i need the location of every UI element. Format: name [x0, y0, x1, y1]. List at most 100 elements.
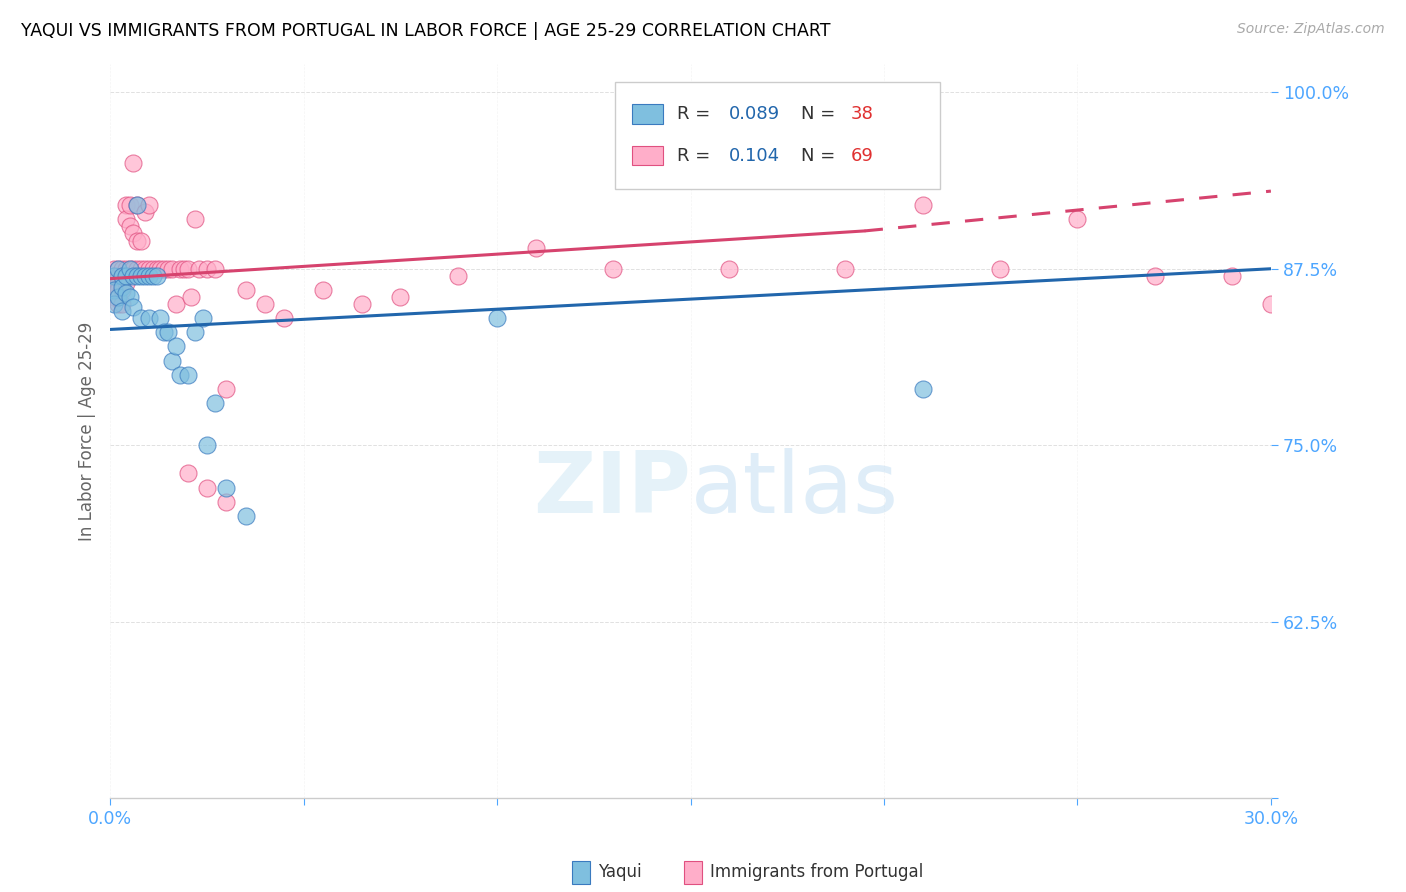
Point	[215, 494, 238, 508]
Point	[122, 300, 145, 314]
Point	[118, 261, 141, 276]
Point	[447, 268, 470, 283]
Point	[127, 198, 149, 212]
Text: R =: R =	[676, 147, 716, 165]
Point	[180, 290, 202, 304]
Point	[911, 198, 934, 212]
Point	[107, 261, 129, 276]
Point	[114, 261, 136, 276]
Point	[138, 268, 160, 283]
Point	[129, 261, 152, 276]
Point	[127, 198, 149, 212]
Point	[114, 212, 136, 227]
FancyBboxPatch shape	[633, 146, 662, 165]
Point	[114, 276, 136, 290]
Point	[253, 297, 276, 311]
Point	[1220, 268, 1243, 283]
Point	[153, 261, 176, 276]
Point	[114, 198, 136, 212]
Point	[165, 339, 187, 353]
Point	[988, 261, 1011, 276]
Point	[103, 283, 125, 297]
Point	[1260, 297, 1282, 311]
Point	[142, 268, 165, 283]
FancyBboxPatch shape	[614, 82, 941, 189]
Point	[191, 311, 214, 326]
Point	[129, 268, 152, 283]
Point	[103, 268, 125, 283]
FancyBboxPatch shape	[633, 104, 662, 123]
Text: 69: 69	[851, 147, 873, 165]
Point	[169, 261, 191, 276]
Point	[111, 268, 134, 283]
Point	[134, 205, 156, 219]
Point	[195, 261, 218, 276]
Point	[235, 508, 257, 523]
Point	[176, 467, 198, 481]
Point	[138, 198, 160, 212]
Point	[107, 276, 129, 290]
Point	[103, 297, 125, 311]
Text: 0.104: 0.104	[728, 147, 780, 165]
Point	[111, 276, 134, 290]
Point	[169, 368, 191, 382]
Point	[103, 268, 125, 283]
Point	[149, 261, 172, 276]
Y-axis label: In Labor Force | Age 25-29: In Labor Force | Age 25-29	[79, 321, 96, 541]
Point	[1066, 212, 1088, 227]
Point	[160, 353, 183, 368]
Point	[111, 268, 134, 283]
Point	[111, 280, 134, 294]
Point	[215, 382, 238, 396]
Point	[157, 326, 180, 340]
Point	[165, 297, 187, 311]
Text: atlas: atlas	[690, 449, 898, 532]
Point	[127, 268, 149, 283]
Text: Yaqui: Yaqui	[598, 863, 641, 881]
Point	[149, 311, 172, 326]
Point	[129, 311, 152, 326]
Point	[204, 261, 226, 276]
Point	[107, 283, 129, 297]
Point	[134, 268, 156, 283]
Point	[235, 283, 257, 297]
Point	[114, 268, 136, 283]
Point	[176, 368, 198, 382]
Point	[118, 290, 141, 304]
Point	[188, 261, 211, 276]
Text: R =: R =	[676, 105, 716, 123]
Point	[350, 297, 373, 311]
Text: Source: ZipAtlas.com: Source: ZipAtlas.com	[1237, 22, 1385, 37]
Point	[107, 261, 129, 276]
Point	[129, 234, 152, 248]
Point	[111, 304, 134, 318]
Point	[122, 261, 145, 276]
Point	[273, 311, 295, 326]
Point	[127, 261, 149, 276]
Point	[103, 261, 125, 276]
Point	[718, 261, 741, 276]
Text: N =: N =	[801, 147, 841, 165]
Point	[111, 297, 134, 311]
Point	[122, 227, 145, 241]
Point	[834, 261, 856, 276]
Point	[103, 276, 125, 290]
Point	[127, 234, 149, 248]
Text: 0.089: 0.089	[728, 105, 780, 123]
Point	[118, 219, 141, 234]
Point	[138, 311, 160, 326]
Point	[312, 283, 335, 297]
Point	[118, 261, 141, 276]
Point	[122, 268, 145, 283]
Text: Immigrants from Portugal: Immigrants from Portugal	[710, 863, 924, 881]
Point	[195, 438, 218, 452]
Point	[524, 241, 547, 255]
Point	[145, 261, 167, 276]
Point	[111, 261, 134, 276]
Point	[389, 290, 412, 304]
Point	[107, 268, 129, 283]
Text: ZIP: ZIP	[533, 449, 690, 532]
Point	[160, 261, 183, 276]
Point	[215, 481, 238, 495]
Point	[486, 311, 509, 326]
